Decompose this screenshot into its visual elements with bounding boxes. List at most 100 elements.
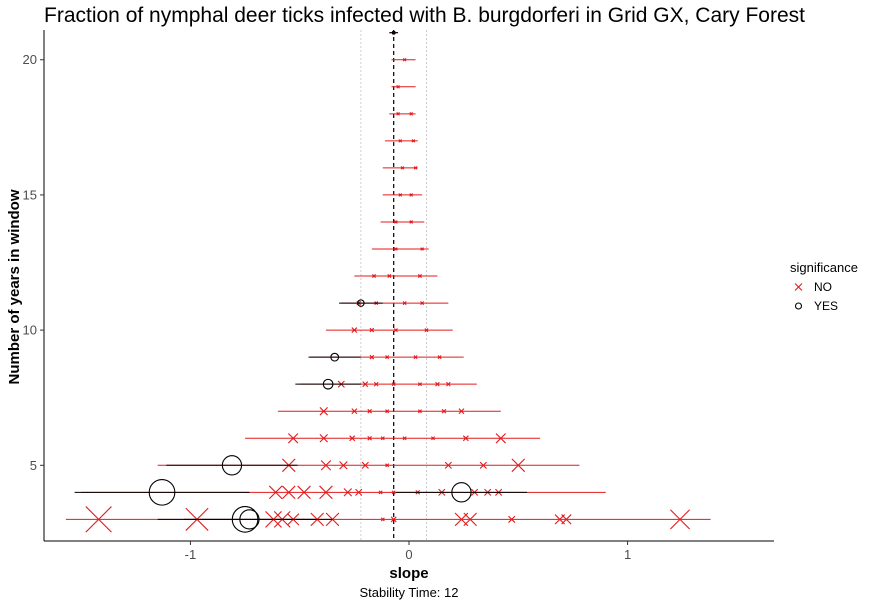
no-point-54 bbox=[373, 381, 379, 387]
legend-label-yes: YES bbox=[814, 299, 838, 313]
no-point-32 bbox=[385, 463, 390, 468]
no-point-22 bbox=[391, 490, 396, 495]
no-point-77 bbox=[409, 220, 413, 224]
no-point-41 bbox=[402, 436, 407, 441]
y-axis-ticks: 5 10 15 20 bbox=[23, 52, 44, 473]
no-point-42 bbox=[431, 436, 436, 441]
no-point-16 bbox=[282, 485, 296, 500]
no-point-62 bbox=[437, 355, 442, 360]
no-point-8 bbox=[390, 516, 397, 523]
yes-point-4 bbox=[221, 455, 243, 476]
no-point-81 bbox=[413, 166, 418, 170]
no-point-7 bbox=[380, 517, 385, 522]
x-tick-label-2: 1 bbox=[624, 547, 631, 562]
no-point-74 bbox=[394, 247, 398, 251]
no-point-13 bbox=[561, 514, 572, 525]
x-axis-ticks: -1 0 1 bbox=[185, 541, 631, 562]
no-point-30 bbox=[339, 461, 348, 470]
no-point-58 bbox=[446, 381, 451, 387]
no-point-83 bbox=[411, 139, 416, 143]
plot-reference-lines bbox=[360, 30, 427, 541]
x-axis-label: slope bbox=[389, 565, 428, 582]
no-point-33 bbox=[444, 461, 452, 469]
no-point-20 bbox=[355, 488, 363, 496]
x-tick-label-0: -1 bbox=[185, 547, 197, 562]
no-point-40 bbox=[380, 436, 385, 441]
no-point-49 bbox=[417, 409, 422, 414]
no-point-84 bbox=[396, 112, 400, 116]
yes-point-6 bbox=[330, 352, 340, 362]
no-point-36 bbox=[287, 433, 299, 444]
legend-label-no: NO bbox=[814, 280, 832, 294]
no-point-69 bbox=[402, 301, 407, 306]
no-point-78 bbox=[398, 193, 403, 197]
no-point-61 bbox=[413, 355, 418, 360]
no-point-53 bbox=[362, 381, 369, 388]
no-point-17 bbox=[297, 485, 311, 500]
no-point-10 bbox=[463, 512, 477, 527]
no-point-39 bbox=[367, 435, 372, 441]
yes-point-2 bbox=[148, 478, 176, 506]
no-point-60 bbox=[385, 355, 390, 360]
no-point-38 bbox=[349, 435, 356, 442]
no-point-37 bbox=[319, 434, 328, 443]
no-point-80 bbox=[400, 166, 405, 170]
no-point-56 bbox=[417, 382, 422, 387]
yes-point-1 bbox=[239, 509, 260, 530]
no-point-44 bbox=[495, 433, 506, 444]
no-point-46 bbox=[351, 408, 358, 415]
no-point-31 bbox=[361, 461, 369, 469]
no-point-63 bbox=[351, 327, 358, 334]
yes-point-8 bbox=[391, 30, 396, 35]
no-point-21 bbox=[378, 490, 383, 495]
y-tick-label-3: 20 bbox=[23, 52, 37, 67]
no-point-75 bbox=[420, 247, 424, 251]
no-point-35 bbox=[511, 458, 526, 473]
y-axis-label: Number of years in window bbox=[6, 189, 23, 384]
no-point-43 bbox=[462, 435, 469, 442]
no-point-85 bbox=[409, 112, 413, 116]
no-point-73 bbox=[417, 274, 422, 279]
no-point-50 bbox=[441, 408, 447, 414]
no-point-0 bbox=[85, 506, 112, 533]
y-tick-label-0: 5 bbox=[30, 458, 37, 473]
no-point-70 bbox=[420, 301, 425, 306]
legend: significance NO YES bbox=[790, 260, 858, 313]
chart-caption: Stability Time: 12 bbox=[360, 585, 459, 600]
no-point-34 bbox=[479, 461, 487, 469]
no-point-71 bbox=[372, 274, 377, 279]
no-point-79 bbox=[409, 193, 413, 197]
no-point-45 bbox=[319, 406, 328, 416]
no-point-19 bbox=[343, 488, 353, 497]
no-point-15 bbox=[268, 485, 283, 500]
no-point-64 bbox=[369, 327, 375, 333]
plot-points bbox=[74, 30, 691, 533]
no-point-47 bbox=[367, 408, 372, 414]
no-point-48 bbox=[385, 409, 390, 414]
no-point-59 bbox=[369, 354, 375, 360]
no-point-87 bbox=[402, 57, 407, 62]
no-point-14 bbox=[670, 509, 691, 530]
yes-point-5 bbox=[322, 378, 334, 390]
plot-ranges bbox=[65, 32, 711, 520]
legend-title: significance bbox=[790, 260, 858, 275]
no-point-86 bbox=[396, 84, 400, 89]
x-tick-label-1: 0 bbox=[405, 547, 412, 562]
no-point-76 bbox=[394, 220, 398, 224]
no-point-72 bbox=[387, 274, 392, 279]
no-point-82 bbox=[398, 139, 403, 143]
legend-no-x-icon bbox=[794, 283, 803, 291]
no-point-65 bbox=[393, 328, 398, 333]
chart-title: Fraction of nymphal deer ticks infected … bbox=[44, 4, 805, 27]
no-point-51 bbox=[458, 408, 465, 415]
no-point-55 bbox=[391, 382, 396, 387]
yes-point-3 bbox=[451, 482, 472, 503]
no-point-29 bbox=[320, 460, 332, 471]
no-point-66 bbox=[424, 328, 429, 333]
y-tick-label-1: 10 bbox=[23, 323, 37, 338]
no-point-11 bbox=[508, 515, 516, 523]
y-tick-label-2: 15 bbox=[23, 187, 37, 202]
no-point-57 bbox=[435, 381, 440, 387]
no-point-18 bbox=[319, 485, 333, 500]
